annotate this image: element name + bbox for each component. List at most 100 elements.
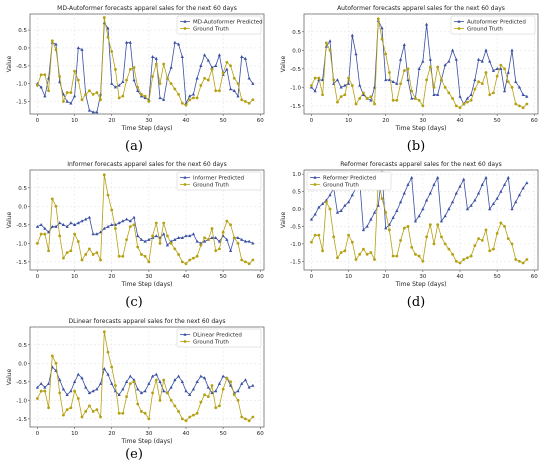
predicted-point [358, 83, 362, 87]
chart-title: Reformer forecasts apparel sales for the… [340, 161, 502, 168]
x-tick-label: 40 [183, 274, 190, 280]
ground-truth-point [54, 204, 58, 208]
predicted-point [72, 223, 77, 227]
chart-panel-d: 0 10 20 30 40 50 60 1.0 0.5 0.0 -0.5 -1.0 -1.5 Reform… [280, 161, 539, 288]
ground-truth-point [244, 417, 247, 421]
ground-truth-point [495, 232, 499, 235]
ground-truth-point [188, 98, 192, 102]
ground-truth-point [503, 225, 506, 228]
ground-truth-point [428, 65, 432, 69]
ground-truth-point [395, 98, 399, 102]
predicted-point [210, 391, 214, 395]
x-tick-label: 60 [257, 274, 264, 280]
ground-truth-point [102, 16, 106, 19]
predicted-point [113, 85, 118, 89]
predicted-point [247, 76, 251, 80]
ground-truth-point [410, 89, 414, 93]
y-tick-label: 0.5 [292, 190, 301, 196]
ground-truth-point [399, 82, 402, 86]
ground-truth-point [114, 227, 117, 230]
y-tick-label: 0.5 [18, 186, 27, 192]
predicted-point [417, 214, 421, 218]
y-tick-label: -1.5 [16, 417, 27, 423]
predicted-point [491, 68, 496, 72]
predicted-point [217, 53, 222, 57]
predicted-point [384, 226, 388, 230]
predicted-point [346, 200, 351, 204]
predicted-point [484, 175, 488, 179]
ground-truth-point [50, 39, 54, 43]
x-tick-label: 0 [310, 274, 314, 280]
predicted-point [372, 210, 377, 214]
predicted-point [132, 78, 136, 82]
legend-ground-truth-label: Ground Truth [193, 27, 229, 33]
predicted-point [69, 221, 73, 225]
ground-truth-point [192, 256, 195, 260]
predicted-point [121, 80, 125, 84]
ground-truth-point [117, 254, 121, 258]
predicted-point [46, 381, 51, 385]
ground-truth-point [166, 391, 169, 395]
ground-truth-point [347, 76, 350, 80]
ground-truth-point [125, 395, 128, 399]
legend-predicted-marker [457, 19, 461, 23]
predicted-point [54, 42, 58, 46]
predicted-point [35, 385, 40, 389]
ground-truth-point [454, 259, 458, 263]
predicted-point [510, 48, 514, 52]
ground-truth-point [432, 85, 436, 89]
y-tick-label: 0.5 [18, 28, 27, 34]
legend-box [176, 328, 262, 348]
ground-truth-point [232, 236, 236, 240]
predicted-point [309, 85, 314, 89]
ground-truth-point [151, 234, 154, 238]
ground-truth-point [36, 84, 39, 87]
y-tick-label: 0.0 [18, 361, 27, 367]
x-tick-label: 60 [531, 118, 538, 124]
ground-truth-point [425, 78, 428, 82]
ground-truth-point [158, 241, 162, 245]
y-tick-label: 0.0 [292, 207, 301, 213]
ground-truth-point [328, 48, 332, 52]
predicted-point [450, 48, 455, 52]
ground-truth-point [43, 389, 47, 393]
x-tick-label: 0 [36, 274, 40, 280]
predicted-point [124, 380, 129, 384]
predicted-point [139, 94, 144, 98]
x-tick-label: 30 [145, 431, 152, 437]
predicted-point [413, 219, 418, 223]
chart-title: Informer forecasts apparel sales for the… [67, 161, 227, 168]
predicted-point [91, 110, 95, 114]
predicted-point [43, 94, 47, 98]
ground-truth-point [339, 95, 343, 98]
ground-truth-point [84, 253, 88, 256]
legend-ground-truth-marker [457, 27, 461, 30]
legend-box [176, 15, 262, 35]
ground-truth-point [388, 228, 391, 232]
predicted-point [240, 381, 244, 385]
ground-truth-point [47, 89, 50, 93]
ground-truth-point [76, 240, 80, 243]
ground-truth-point [192, 413, 195, 417]
predicted-point [391, 215, 395, 219]
ground-truth-point [91, 92, 95, 96]
ground-truth-point [365, 97, 369, 100]
predicted-point [110, 81, 114, 85]
predicted-point [462, 177, 466, 181]
predicted-point [110, 381, 114, 385]
ground-truth-point [199, 84, 203, 87]
ground-truth-point [395, 254, 399, 258]
ground-truth-point [247, 419, 251, 423]
ground-truth-point [458, 261, 462, 265]
ground-truth-point [218, 404, 221, 408]
ground-truth-point [310, 84, 313, 87]
predicted-point [417, 67, 421, 71]
ground-truth-point [376, 17, 380, 21]
predicted-point [184, 389, 188, 393]
ground-truth-point [199, 243, 203, 247]
predicted-point [439, 219, 444, 223]
y-tick-label: 1.0 [292, 172, 301, 178]
ground-truth-point [136, 85, 140, 89]
ground-truth-point [173, 404, 177, 408]
ground-truth-point [240, 415, 244, 419]
